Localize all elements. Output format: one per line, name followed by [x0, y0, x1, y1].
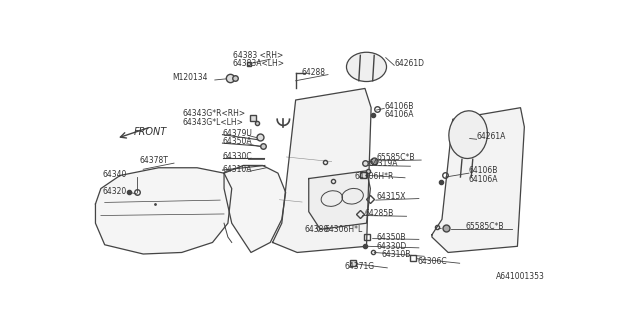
Ellipse shape [449, 111, 488, 158]
Text: 64343G*R<RH>: 64343G*R<RH> [182, 109, 246, 118]
Polygon shape [432, 108, 524, 252]
Polygon shape [224, 165, 285, 252]
Text: 64350B: 64350B [376, 233, 406, 242]
Text: 64330D: 64330D [376, 242, 407, 251]
Text: 64288: 64288 [301, 68, 325, 77]
Text: 64319A: 64319A [368, 159, 397, 168]
Text: M120134: M120134 [172, 73, 208, 82]
Text: 64350A: 64350A [223, 137, 252, 146]
Text: 64378T: 64378T [140, 156, 168, 165]
Text: 64315X: 64315X [376, 192, 406, 201]
Text: 64106B: 64106B [384, 102, 413, 111]
Text: 64330C: 64330C [223, 153, 252, 162]
Text: 64306H*R: 64306H*R [355, 172, 394, 181]
Text: 64320: 64320 [102, 187, 127, 196]
Text: FRONT: FRONT [134, 127, 167, 137]
Text: 64310A: 64310A [223, 165, 252, 174]
Text: 64261A: 64261A [477, 132, 506, 141]
Polygon shape [273, 88, 371, 252]
Text: 64380: 64380 [305, 225, 329, 234]
Text: A641001353: A641001353 [496, 272, 545, 281]
Text: 64106B: 64106B [469, 166, 499, 175]
Text: 64343G*L<LH>: 64343G*L<LH> [182, 118, 243, 127]
Text: 65585C*B: 65585C*B [376, 153, 415, 162]
Ellipse shape [346, 52, 387, 82]
Text: 64383A<LH>: 64383A<LH> [232, 59, 285, 68]
Text: 64306H*L: 64306H*L [324, 225, 362, 234]
Text: 64340: 64340 [102, 170, 127, 179]
Text: 64261D: 64261D [394, 59, 424, 68]
Text: 64383 <RH>: 64383 <RH> [232, 51, 283, 60]
Text: 64106A: 64106A [469, 175, 499, 184]
Polygon shape [308, 171, 371, 229]
Text: 64310B: 64310B [382, 250, 412, 259]
Text: 64285B: 64285B [364, 210, 394, 219]
Text: 64106A: 64106A [384, 110, 413, 119]
Text: 64371G: 64371G [345, 262, 375, 271]
Polygon shape [95, 168, 232, 254]
Text: 64306C: 64306C [417, 257, 447, 266]
Text: 64379U: 64379U [223, 129, 252, 138]
Text: 65585C*B: 65585C*B [466, 222, 504, 231]
